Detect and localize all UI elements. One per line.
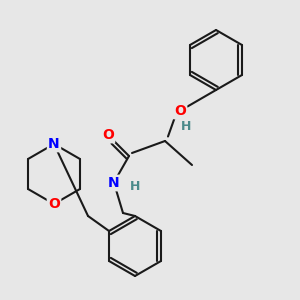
Text: N: N bbox=[48, 137, 60, 151]
Text: H: H bbox=[181, 119, 191, 133]
Text: O: O bbox=[48, 197, 60, 211]
Text: N: N bbox=[108, 176, 120, 190]
Text: O: O bbox=[102, 128, 114, 142]
Text: O: O bbox=[174, 104, 186, 118]
Text: H: H bbox=[130, 179, 140, 193]
